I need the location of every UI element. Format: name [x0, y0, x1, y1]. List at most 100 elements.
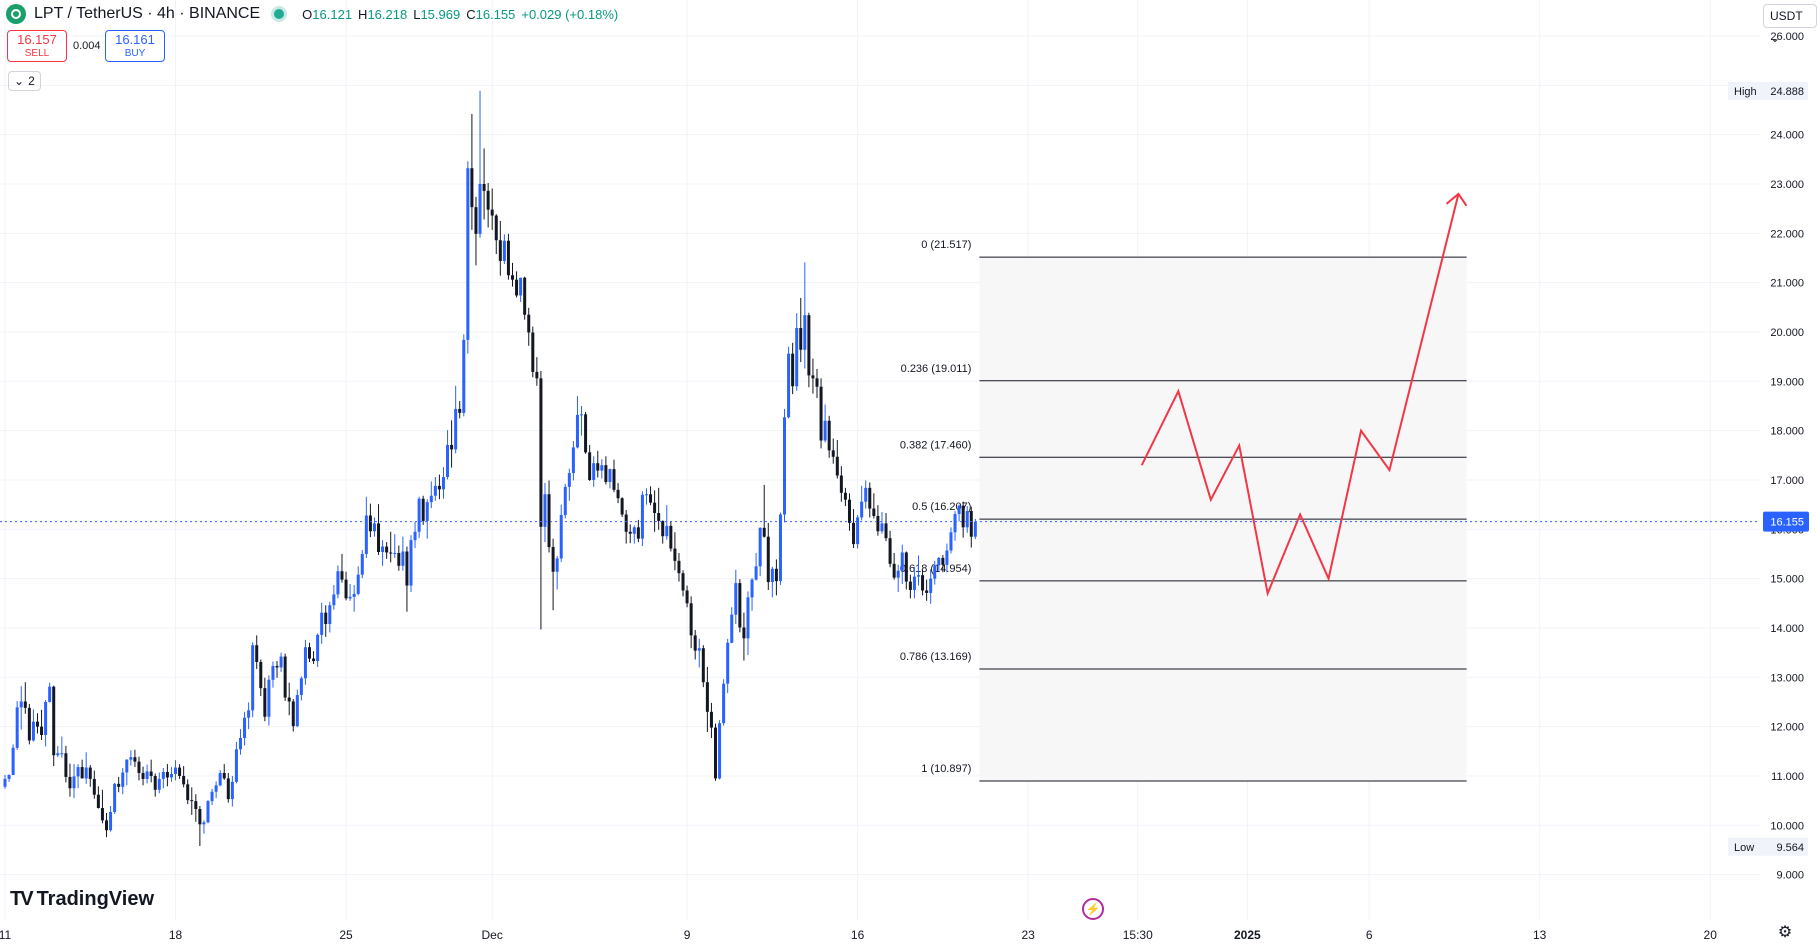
candle-body: [425, 502, 429, 521]
candle: [482, 148, 486, 220]
candle-body: [912, 576, 916, 590]
candle-body: [275, 665, 279, 668]
candle: [937, 556, 941, 572]
candle-body: [494, 215, 498, 241]
time-axis-tick: 6: [1366, 928, 1373, 942]
candle: [23, 682, 27, 714]
candle-body: [364, 515, 368, 554]
candle: [125, 759, 129, 786]
candle-body: [413, 531, 417, 541]
candle: [791, 342, 795, 395]
change-value: +0.029 (+0.18%): [521, 6, 619, 22]
sell-button[interactable]: 16.157 SELL: [7, 30, 67, 62]
candle-body: [474, 207, 478, 234]
candle: [145, 764, 149, 784]
candle-body: [3, 778, 7, 787]
candle: [831, 438, 835, 464]
candle-body: [864, 487, 868, 502]
candle: [425, 499, 429, 539]
candle-body: [937, 557, 941, 566]
candle-body: [15, 707, 19, 748]
candle: [226, 772, 230, 803]
candle-body: [259, 661, 263, 689]
indicators-toggle-button[interactable]: ⌄ 2: [8, 71, 41, 91]
candle: [454, 385, 458, 454]
candle-body: [941, 557, 945, 565]
candle-body: [486, 190, 490, 210]
market-status-icon[interactable]: [274, 9, 285, 19]
lightning-icon[interactable]: ⚡: [1082, 898, 1104, 920]
candle: [60, 736, 64, 758]
spread-value: 0.004: [73, 40, 101, 52]
candle-body: [267, 679, 271, 717]
candle-body: [251, 645, 255, 711]
candle: [3, 774, 7, 789]
candle: [458, 401, 462, 419]
candle: [685, 585, 689, 608]
candle: [271, 661, 275, 688]
candle-body: [750, 579, 754, 598]
candle: [48, 682, 52, 703]
trade-panel: 16.157 SELL 0.004 16.161 BUY: [7, 30, 165, 62]
candle-body: [847, 499, 851, 523]
buy-button[interactable]: 16.161 BUY: [105, 30, 165, 62]
candle: [575, 396, 579, 449]
candle: [109, 806, 113, 832]
candle: [251, 642, 255, 718]
candle-body: [555, 558, 559, 572]
candle-body: [174, 767, 178, 774]
candle-body: [340, 571, 344, 580]
candle: [709, 702, 713, 738]
candle-body: [531, 332, 535, 372]
candle-body: [113, 783, 117, 812]
candle-body: [397, 552, 401, 566]
candle: [238, 729, 242, 755]
low-label: L: [413, 6, 421, 22]
candle-body: [783, 417, 787, 515]
gear-icon[interactable]: ⚙: [1777, 924, 1793, 941]
candle: [511, 262, 514, 287]
candle-body: [356, 574, 360, 594]
candle: [368, 503, 372, 538]
candle-body: [190, 800, 194, 802]
candle: [661, 520, 665, 544]
candle: [279, 652, 283, 672]
candle: [612, 459, 616, 493]
candle: [616, 482, 620, 504]
candle-body: [685, 590, 689, 604]
high-marker-value: 24.888: [1770, 86, 1804, 98]
candle-body: [409, 540, 413, 586]
candle-body: [498, 240, 502, 261]
candle-body: [515, 279, 519, 296]
candle: [96, 786, 100, 809]
candle-body: [312, 658, 316, 662]
tradingview-logo[interactable]: TV TradingView: [10, 888, 154, 911]
candle: [941, 554, 945, 573]
buy-price: 16.161: [115, 32, 155, 47]
time-axis-tick: 2025: [1234, 928, 1261, 942]
candle-body: [60, 753, 64, 755]
candle: [515, 271, 519, 298]
time-axis-tick: 15:30: [1123, 928, 1153, 942]
candle-body: [669, 525, 673, 549]
candle-body: [68, 776, 72, 789]
candle-body: [23, 701, 27, 708]
candle: [129, 750, 133, 766]
candle-body: [255, 645, 259, 662]
candle-body: [283, 656, 287, 698]
candle-body: [165, 772, 169, 778]
candle: [478, 90, 482, 238]
candle-body: [320, 612, 324, 635]
candle: [969, 506, 973, 548]
candle: [243, 711, 247, 746]
symbol-title[interactable]: LPT / TetherUS · 4h · BINANCE: [34, 5, 261, 22]
candle-body: [141, 772, 145, 779]
currency-select[interactable]: USDT ⌄: [1763, 4, 1817, 45]
candle: [917, 555, 920, 586]
candle-body: [117, 783, 121, 787]
candle-body: [681, 573, 685, 591]
candle: [535, 357, 539, 386]
low-marker: Low 9.564: [1728, 837, 1808, 856]
candle: [973, 518, 977, 540]
